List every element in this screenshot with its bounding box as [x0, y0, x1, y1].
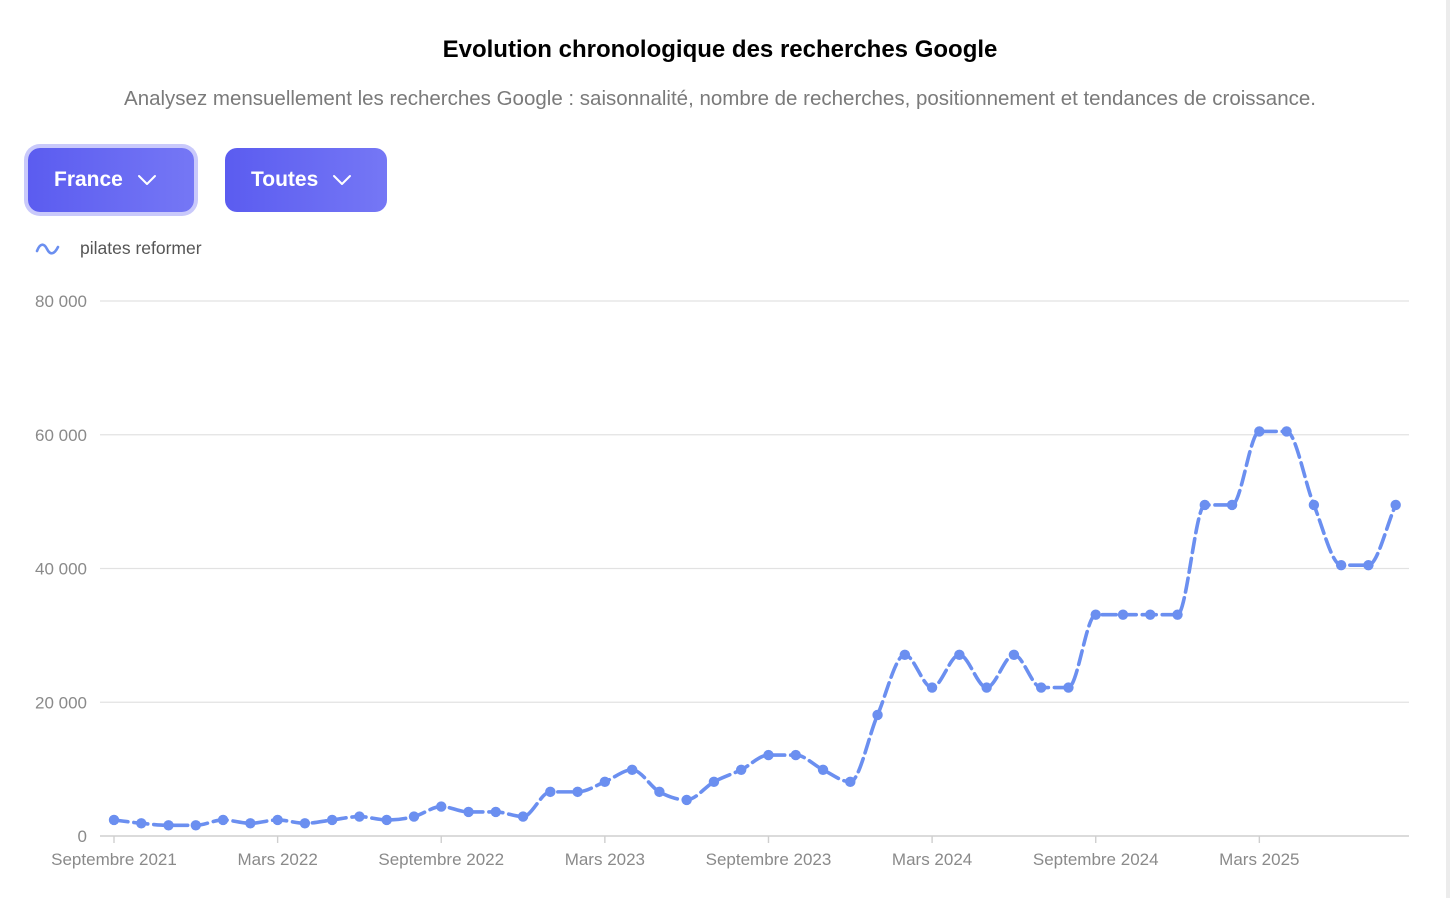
data-point — [1008, 649, 1020, 660]
data-point — [926, 682, 938, 693]
data-point — [899, 649, 911, 660]
data-point — [572, 786, 583, 798]
data-point — [436, 801, 447, 812]
data-point — [408, 811, 420, 822]
wave-icon — [34, 239, 62, 259]
data-point — [245, 818, 256, 829]
data-point — [463, 806, 474, 818]
data-point — [1063, 682, 1074, 693]
x-tick-label: Mars 2023 — [565, 850, 645, 869]
x-tick-label: Mars 2024 — [892, 850, 972, 869]
series-line-pilates-reformer — [112, 429, 1398, 828]
data-point — [490, 806, 501, 818]
data-point — [981, 682, 992, 693]
data-point — [354, 811, 365, 822]
data-point — [599, 776, 611, 788]
data-point — [1199, 499, 1211, 511]
chart-subtitle: Analysez mensuellement les recherches Go… — [124, 87, 1316, 110]
type-dropdown[interactable]: Toutes — [225, 148, 387, 212]
chart-title: Evolution chronologique des recherches G… — [442, 36, 998, 63]
data-point — [108, 814, 120, 826]
legend-label: pilates reformer — [80, 238, 202, 258]
data-point — [217, 814, 229, 826]
legend-item-pilates-reformer[interactable]: pilates reformer — [34, 238, 202, 259]
data-point — [272, 814, 283, 826]
country-dropdown-label: France — [54, 168, 123, 191]
data-point — [845, 776, 856, 788]
data-point — [954, 649, 965, 660]
data-point — [1090, 609, 1101, 620]
data-point — [654, 786, 665, 798]
data-point — [763, 749, 774, 761]
data-point — [708, 776, 720, 788]
data-point — [163, 820, 174, 831]
type-dropdown-label: Toutes — [251, 168, 319, 191]
data-point — [1335, 559, 1347, 571]
data-point — [381, 814, 392, 826]
y-tick-label: 60 000 — [35, 426, 87, 445]
data-point — [1390, 499, 1401, 511]
data-point — [1035, 682, 1047, 693]
data-point — [626, 764, 638, 775]
data-point — [872, 709, 883, 721]
chevron-down-icon — [137, 173, 157, 187]
y-tick-label: 20 000 — [35, 693, 87, 712]
data-point — [681, 794, 692, 806]
y-tick-label: 80 000 — [35, 292, 87, 311]
data-point — [326, 814, 338, 826]
country-dropdown[interactable]: France — [28, 148, 194, 212]
data-point — [545, 786, 556, 798]
y-tick-label: 0 — [78, 827, 87, 846]
data-point — [136, 818, 147, 829]
data-point — [517, 811, 529, 822]
data-point — [1117, 609, 1129, 620]
x-tick-label: Mars 2025 — [1219, 850, 1299, 869]
data-point — [1145, 609, 1156, 620]
data-point — [299, 818, 311, 829]
y-tick-label: 40 000 — [35, 560, 87, 579]
x-tick-label: Mars 2022 — [237, 850, 317, 869]
data-point — [790, 749, 801, 761]
x-tick-label: Septembre 2023 — [706, 850, 832, 869]
data-point — [817, 764, 829, 775]
data-point — [1281, 426, 1292, 437]
data-point — [1308, 499, 1320, 511]
data-point — [190, 820, 202, 831]
data-point — [1363, 559, 1374, 571]
x-tick-label: Septembre 2021 — [51, 850, 177, 869]
data-point — [1254, 426, 1265, 437]
data-point — [1172, 609, 1183, 620]
chevron-down-icon — [332, 173, 352, 187]
x-tick-label: Septembre 2022 — [378, 850, 504, 869]
x-tick-label: Septembre 2024 — [1033, 850, 1159, 869]
scrollbar-track — [1446, 0, 1450, 898]
data-point — [736, 764, 747, 775]
data-point — [1226, 499, 1238, 511]
